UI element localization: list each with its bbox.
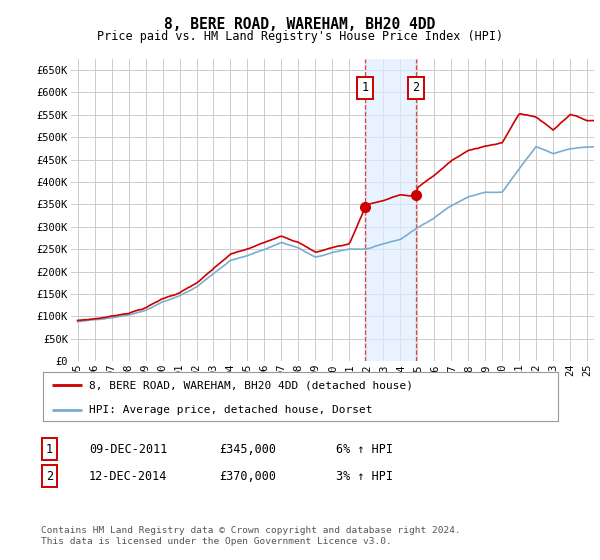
Text: 8, BERE ROAD, WAREHAM, BH20 4DD: 8, BERE ROAD, WAREHAM, BH20 4DD — [164, 17, 436, 32]
Text: 09-DEC-2011: 09-DEC-2011 — [89, 442, 167, 456]
Text: HPI: Average price, detached house, Dorset: HPI: Average price, detached house, Dors… — [89, 405, 372, 416]
Text: Contains HM Land Registry data © Crown copyright and database right 2024.
This d: Contains HM Land Registry data © Crown c… — [41, 526, 461, 546]
Text: 6% ↑ HPI: 6% ↑ HPI — [336, 442, 393, 456]
Text: 2: 2 — [412, 81, 419, 94]
Bar — [365, 59, 416, 361]
Text: 3% ↑ HPI: 3% ↑ HPI — [336, 469, 393, 483]
Text: 8, BERE ROAD, WAREHAM, BH20 4DD (detached house): 8, BERE ROAD, WAREHAM, BH20 4DD (detache… — [89, 380, 413, 390]
Text: 12-DEC-2014: 12-DEC-2014 — [89, 469, 167, 483]
Text: £345,000: £345,000 — [219, 442, 276, 456]
Text: £370,000: £370,000 — [219, 469, 276, 483]
Text: 2: 2 — [46, 469, 53, 483]
Text: 1: 1 — [361, 81, 368, 94]
Text: 1: 1 — [46, 442, 53, 456]
Text: Price paid vs. HM Land Registry's House Price Index (HPI): Price paid vs. HM Land Registry's House … — [97, 30, 503, 43]
